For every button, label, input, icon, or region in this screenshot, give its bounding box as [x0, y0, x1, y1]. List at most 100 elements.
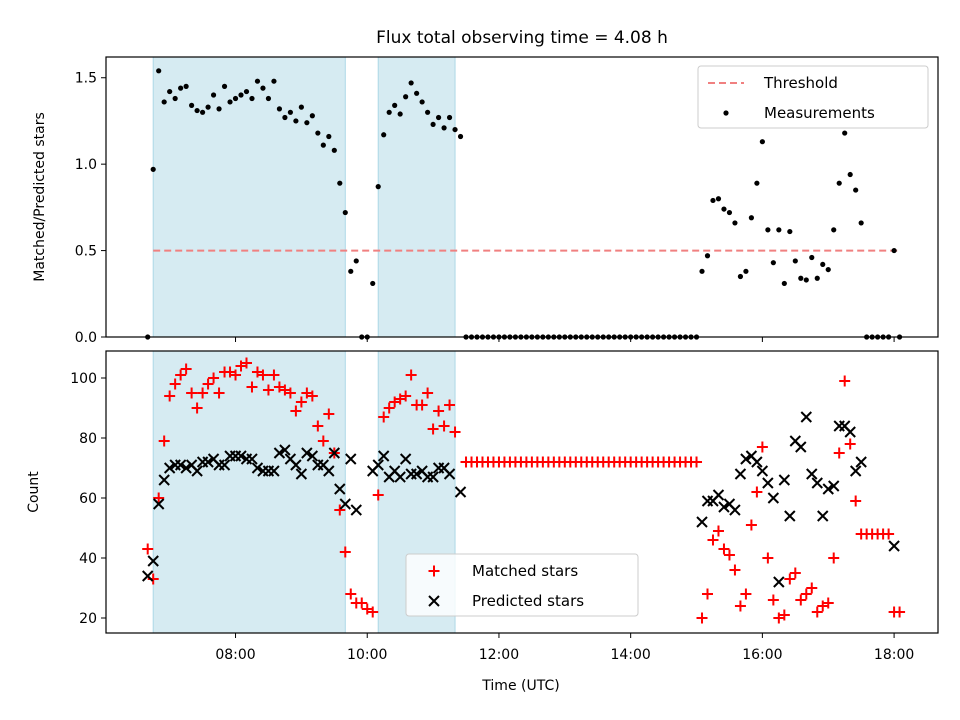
data-point	[787, 228, 793, 235]
data-point	[828, 552, 840, 564]
data-point	[227, 99, 233, 105]
data-point	[457, 133, 464, 140]
bottom-panel-counts: 20 40 60 80 100 08:00 10:00 12:00 14:00 16:00 18:0…	[26, 350, 939, 663]
data-point	[218, 459, 231, 471]
data-point	[778, 609, 790, 621]
data-point	[213, 387, 225, 399]
data-point	[894, 606, 906, 618]
legend: Matched stars Predicted stars	[405, 553, 639, 617]
data-point	[174, 459, 187, 471]
data-point	[290, 459, 302, 471]
data-point	[326, 133, 332, 140]
x-tick-label: 12:00	[479, 647, 519, 663]
y-tick-label: 40	[79, 551, 97, 567]
data-point	[762, 552, 774, 564]
axes-frame	[105, 56, 939, 338]
data-point	[414, 90, 420, 96]
data-point	[444, 399, 456, 411]
data-point	[883, 528, 895, 540]
data-point	[454, 486, 467, 498]
data-point	[295, 468, 308, 480]
data-point	[721, 206, 727, 212]
data-point	[197, 387, 209, 399]
data-point	[342, 209, 348, 216]
data-point	[839, 375, 851, 387]
data-point	[271, 78, 277, 84]
data-point	[798, 275, 804, 281]
data-point	[221, 83, 228, 89]
data-point	[202, 456, 214, 468]
legend-label: Measurements	[764, 104, 875, 122]
data-point	[284, 387, 296, 399]
data-point	[850, 495, 862, 507]
data-point	[400, 390, 412, 402]
data-point	[381, 132, 387, 138]
data-point	[186, 387, 198, 399]
data-point	[427, 471, 439, 483]
data-point	[189, 102, 195, 108]
data-point	[410, 468, 423, 480]
data-point	[372, 459, 384, 471]
legend-box	[697, 65, 929, 129]
data-point	[416, 399, 428, 411]
data-point	[240, 357, 252, 369]
data-point	[290, 405, 302, 417]
data-point	[732, 220, 738, 226]
data-point	[375, 184, 381, 190]
data-point	[238, 92, 244, 98]
data-point	[317, 435, 329, 447]
data-point	[452, 126, 458, 133]
data-point	[399, 453, 412, 465]
data-point	[756, 465, 769, 477]
data-point	[153, 492, 165, 504]
data-point	[740, 453, 752, 465]
data-point	[350, 504, 362, 516]
data-point	[353, 258, 359, 264]
observing-window	[377, 56, 456, 338]
data-point	[246, 381, 258, 393]
data-point	[438, 420, 450, 432]
data-point	[822, 597, 834, 609]
data-point	[729, 564, 741, 576]
data-point	[784, 510, 796, 522]
top-panel-ratio: 0.0 0.5 1.0 1.5 Matched/Predicted stars Thres…	[32, 56, 939, 346]
data-point	[304, 120, 310, 126]
data-point	[180, 462, 192, 474]
data-point	[172, 95, 178, 102]
data-point	[367, 606, 379, 618]
data-point	[205, 104, 211, 110]
data-point	[891, 247, 897, 254]
data-point	[194, 107, 200, 114]
data-point	[268, 465, 280, 477]
data-point	[334, 483, 346, 495]
data-point	[279, 444, 291, 456]
data-point	[740, 588, 752, 600]
data-point	[847, 171, 853, 178]
data-point	[403, 94, 409, 100]
data-point	[175, 369, 187, 381]
data-point	[811, 606, 823, 618]
data-point	[161, 99, 167, 105]
data-point	[315, 130, 321, 136]
data-point	[301, 447, 313, 459]
data-point	[378, 411, 390, 423]
data-point	[831, 227, 837, 233]
data-point	[427, 423, 439, 435]
data-point	[249, 95, 255, 102]
data-point	[320, 142, 326, 148]
data-point	[394, 471, 406, 483]
data-point	[817, 510, 829, 522]
data-point	[696, 516, 708, 528]
data-point	[150, 166, 156, 172]
x-axis-label: Time (UTC)	[481, 678, 559, 694]
data-point	[312, 420, 324, 432]
data-point	[718, 501, 730, 513]
data-point	[191, 402, 203, 414]
data-point	[800, 411, 812, 423]
data-point	[345, 588, 357, 600]
data-point	[696, 612, 708, 624]
x-tick-label: 10:00	[347, 647, 387, 663]
data-point	[855, 456, 867, 468]
legend-label: Matched stars	[472, 562, 578, 580]
